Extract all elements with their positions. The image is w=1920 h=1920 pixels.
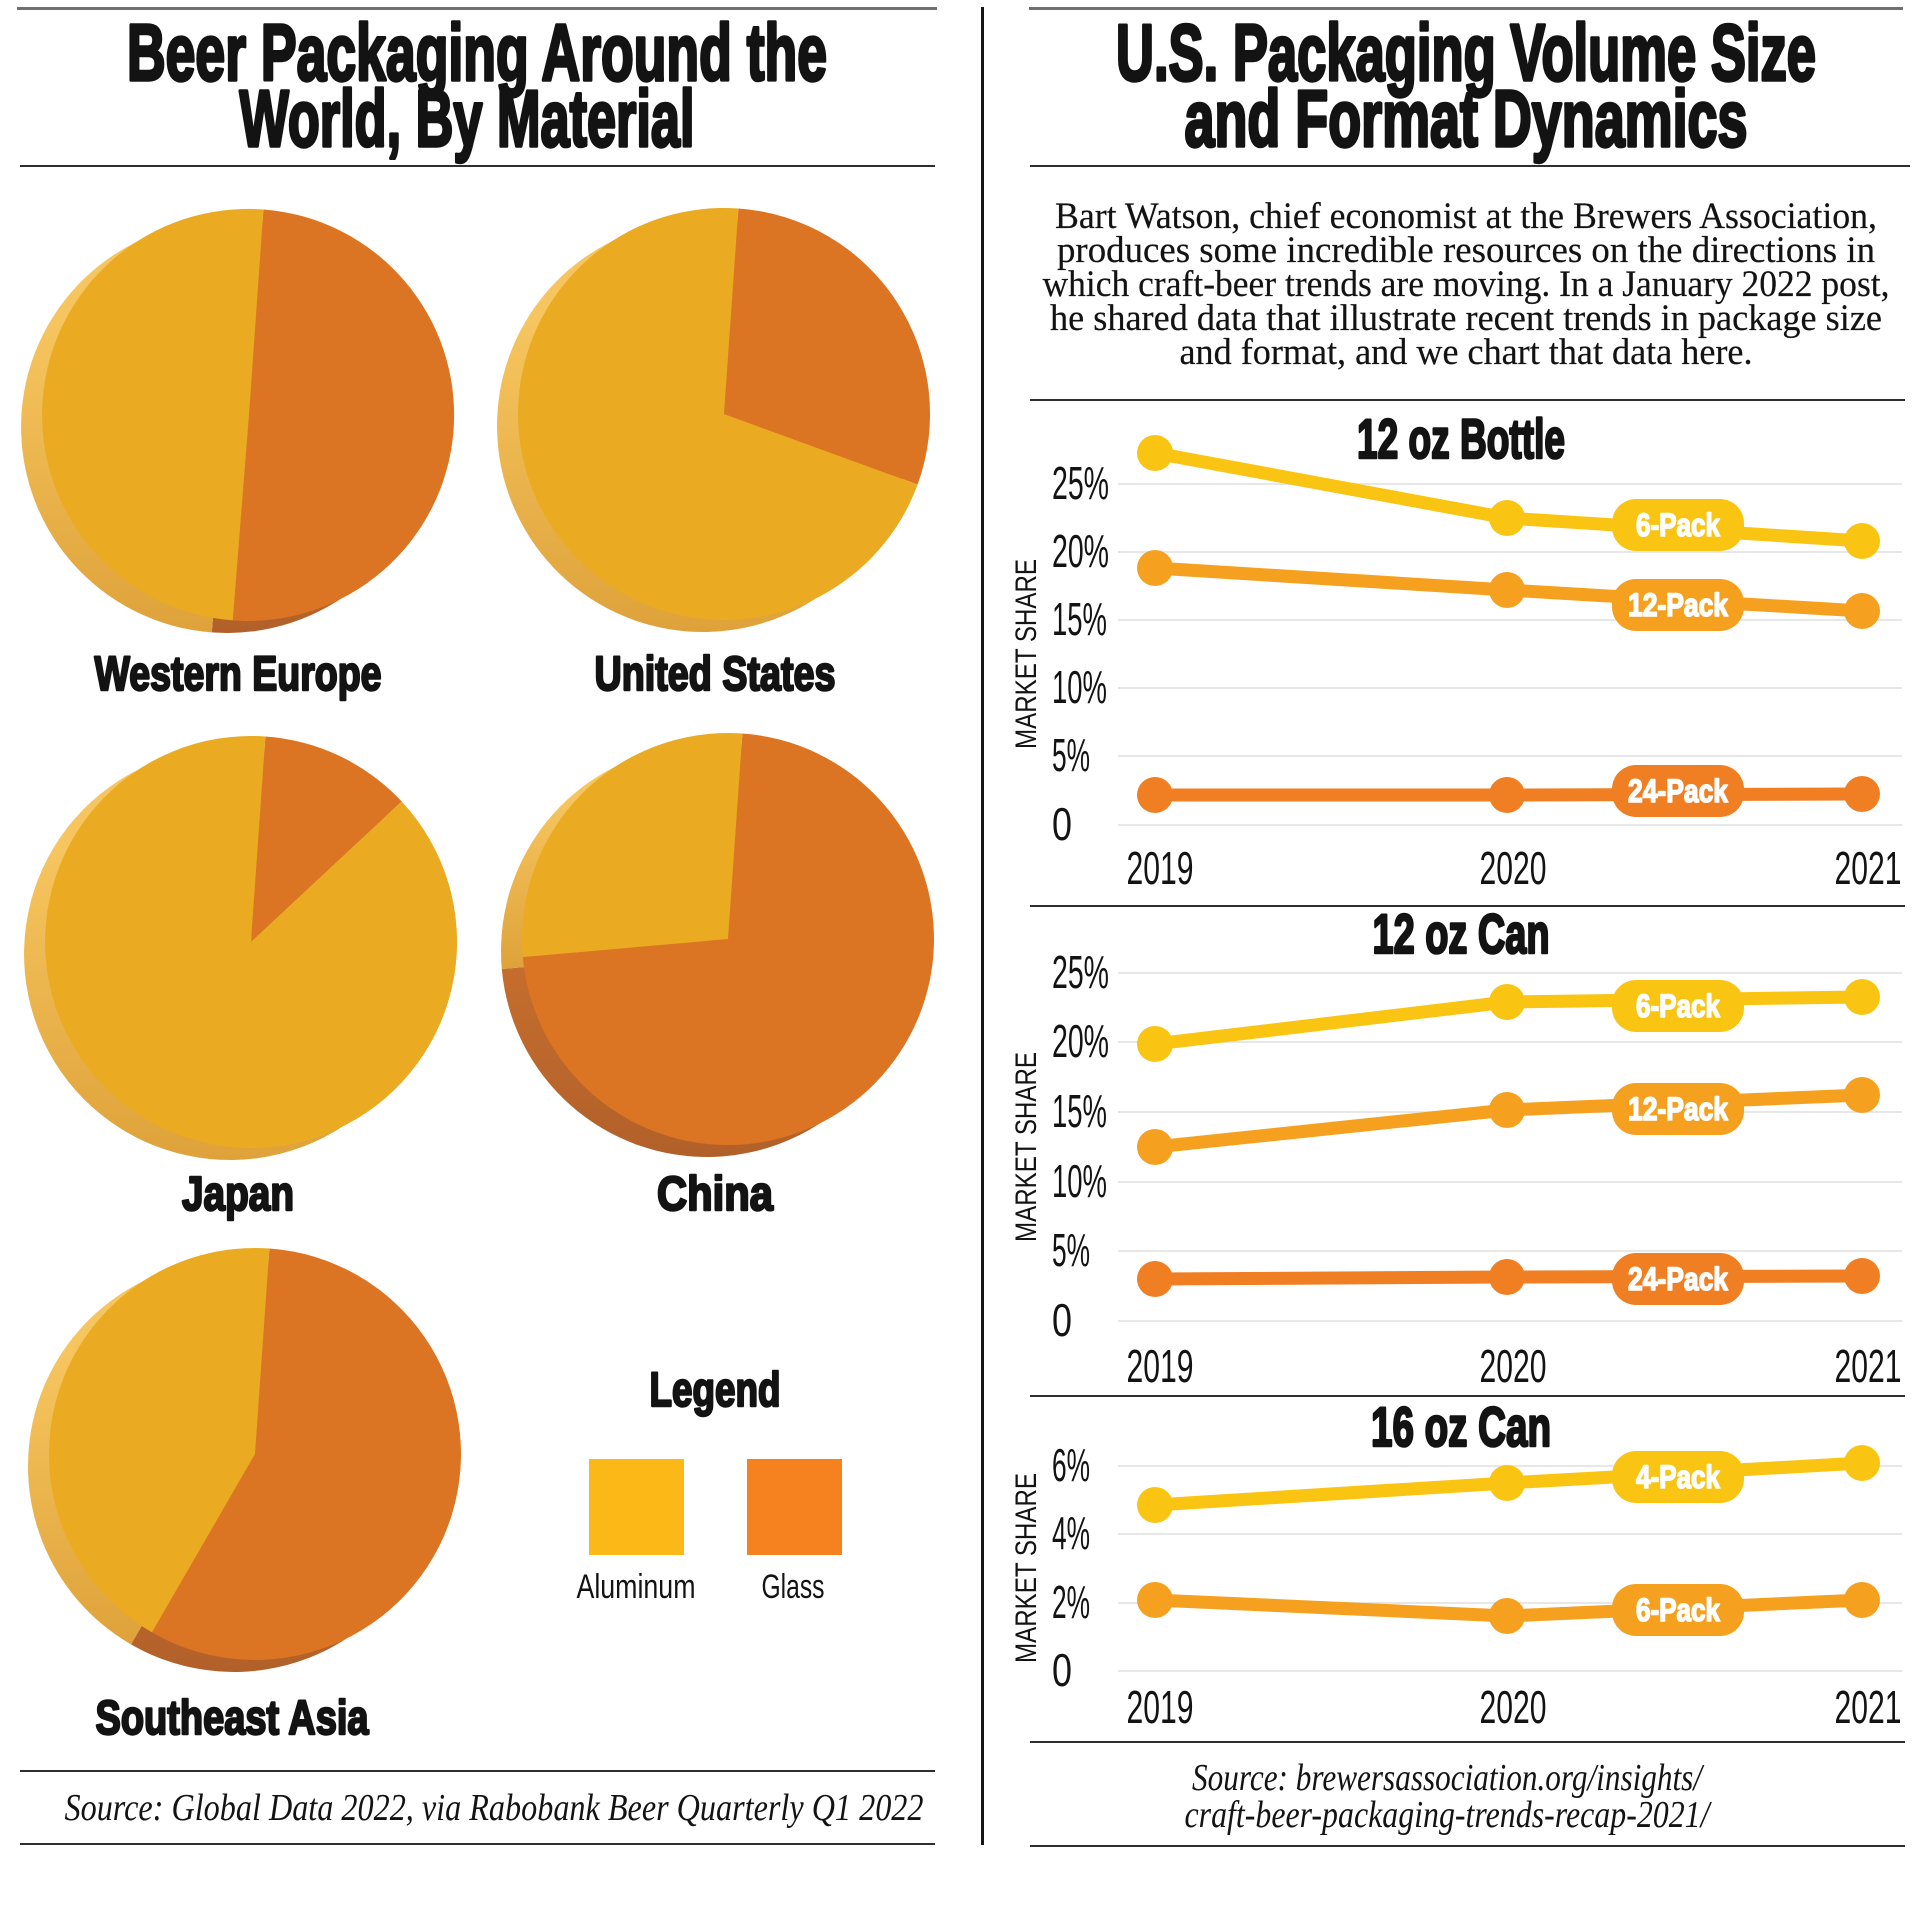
svg-text:24-Pack: 24-Pack <box>1628 1261 1728 1297</box>
svg-text:15%: 15% <box>1052 1085 1107 1137</box>
svg-text:0: 0 <box>1052 798 1072 850</box>
svg-text:2019: 2019 <box>1127 842 1194 894</box>
svg-text:6-Pack: 6-Pack <box>1636 507 1720 543</box>
svg-text:2%: 2% <box>1052 1576 1090 1628</box>
svg-text:6%: 6% <box>1052 1439 1090 1491</box>
svg-text:Source: Global Data 2022, via: Source: Global Data 2022, via Rabobank B… <box>65 1787 924 1829</box>
svg-text:United States: United States <box>595 648 836 701</box>
svg-text:24-Pack: 24-Pack <box>1628 773 1728 809</box>
svg-text:2020: 2020 <box>1480 842 1547 894</box>
svg-text:MARKET SHARE: MARKET SHARE <box>1010 1473 1043 1663</box>
svg-text:2021: 2021 <box>1835 1681 1902 1733</box>
svg-text:Source: brewersassociation.org: Source: brewersassociation.org/insights/ <box>1192 1757 1705 1799</box>
svg-text:Legend: Legend <box>650 1364 781 1417</box>
svg-text:MARKET SHARE: MARKET SHARE <box>1010 1052 1043 1242</box>
svg-text:0: 0 <box>1052 1294 1072 1346</box>
svg-text:6-Pack: 6-Pack <box>1636 988 1720 1024</box>
svg-text:5%: 5% <box>1052 729 1090 781</box>
svg-text:produces some incredible resou: produces some incredible resources on th… <box>1057 230 1875 271</box>
svg-text:2021: 2021 <box>1835 1340 1902 1392</box>
svg-text:12 oz Bottle: 12 oz Bottle <box>1357 407 1565 470</box>
svg-text:2019: 2019 <box>1127 1681 1194 1733</box>
svg-text:and Format Dynamics: and Format Dynamics <box>1185 74 1748 163</box>
svg-text:and format, and we chart that: and format, and we chart that data here. <box>1180 332 1753 373</box>
svg-text:15%: 15% <box>1052 593 1107 645</box>
svg-text:6-Pack: 6-Pack <box>1636 1592 1720 1628</box>
svg-text:China: China <box>657 1168 773 1221</box>
svg-text:10%: 10% <box>1052 1155 1107 1207</box>
svg-text:4-Pack: 4-Pack <box>1636 1459 1720 1495</box>
svg-text:2021: 2021 <box>1835 842 1902 894</box>
svg-text:he shared data that illustrate: he shared data that illustrate recent tr… <box>1050 298 1882 339</box>
svg-text:U.S. Packaging Volume Size: U.S. Packaging Volume Size <box>1116 8 1816 97</box>
svg-text:Western Europe: Western Europe <box>95 648 382 701</box>
svg-text:Japan: Japan <box>182 1168 294 1221</box>
svg-text:Beer Packaging Around the: Beer Packaging Around the <box>127 8 827 97</box>
svg-text:Bart Watson, chief economist a: Bart Watson, chief economist at the Brew… <box>1055 196 1877 237</box>
svg-text:20%: 20% <box>1052 525 1109 577</box>
svg-text:0: 0 <box>1052 1644 1072 1696</box>
svg-text:16 oz Can: 16 oz Can <box>1371 1395 1551 1458</box>
svg-text:Aluminum: Aluminum <box>577 1568 696 1606</box>
svg-text:25%: 25% <box>1052 946 1109 998</box>
svg-text:20%: 20% <box>1052 1015 1109 1067</box>
svg-text:25%: 25% <box>1052 457 1109 509</box>
svg-text:World, By Material: World, By Material <box>240 74 695 163</box>
svg-text:2020: 2020 <box>1480 1681 1547 1733</box>
svg-text:12-Pack: 12-Pack <box>1628 587 1728 623</box>
svg-text:2019: 2019 <box>1127 1340 1194 1392</box>
svg-text:which craft-beer trends are mo: which craft-beer trends are moving. In a… <box>1043 264 1890 305</box>
svg-text:Glass: Glass <box>762 1568 825 1606</box>
svg-text:2020: 2020 <box>1480 1340 1547 1392</box>
svg-text:10%: 10% <box>1052 661 1107 713</box>
svg-text:5%: 5% <box>1052 1224 1090 1276</box>
svg-text:craft-beer-packaging-trends-re: craft-beer-packaging-trends-recap-2021/ <box>1185 1794 1713 1836</box>
svg-text:Southeast Asia: Southeast Asia <box>96 1692 369 1745</box>
svg-text:12 oz Can: 12 oz Can <box>1373 902 1550 965</box>
svg-text:4%: 4% <box>1052 1507 1090 1559</box>
svg-text:12-Pack: 12-Pack <box>1628 1091 1728 1127</box>
svg-text:MARKET SHARE: MARKET SHARE <box>1010 559 1043 749</box>
